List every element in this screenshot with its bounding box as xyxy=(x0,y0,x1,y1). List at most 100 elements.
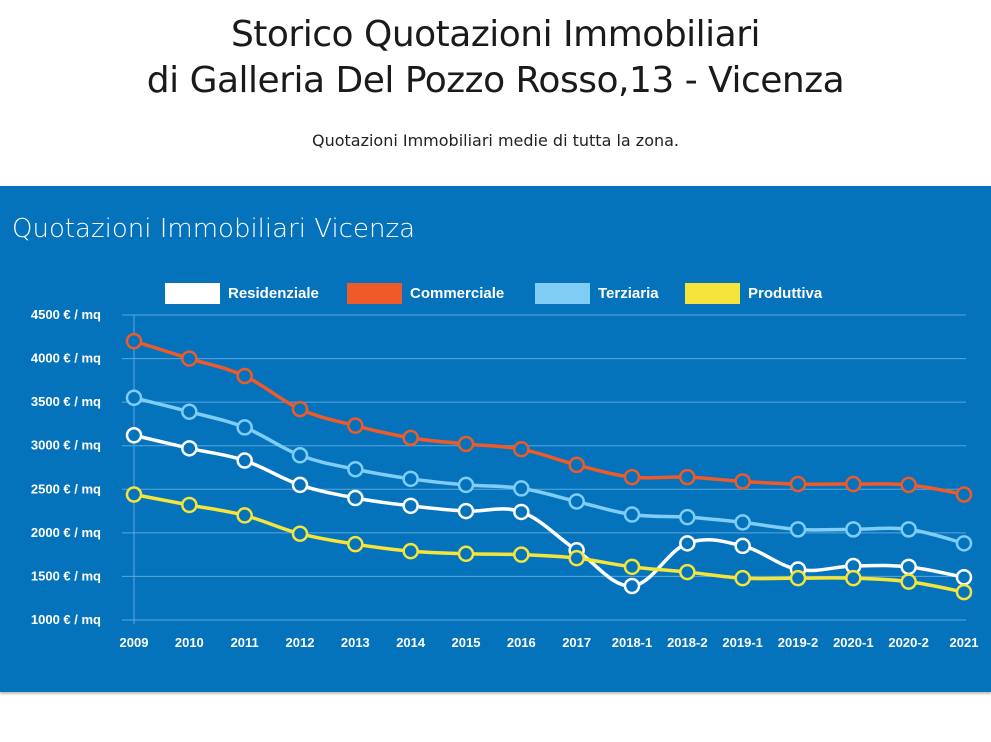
chart-panel: Quotazioni Immobiliari Vicenza 1000 € / … xyxy=(0,186,991,692)
y-axis-tick-labels: 1000 € / mq 1500 € / mq 2000 € / mq 2500 € … xyxy=(31,307,101,627)
series-commerciale xyxy=(125,332,973,503)
legend-label: Residenziale xyxy=(228,285,319,302)
data-point[interactable] xyxy=(125,427,143,444)
data-point[interactable] xyxy=(900,558,917,576)
data-point[interactable] xyxy=(457,502,475,520)
y-tick-label: 3000 € / mq xyxy=(31,438,101,453)
data-point[interactable] xyxy=(845,521,862,538)
x-tick-label: 2019-2 xyxy=(778,635,818,650)
data-point[interactable] xyxy=(457,545,475,563)
data-point[interactable] xyxy=(623,558,641,576)
legend-swatch xyxy=(685,283,740,304)
y-tick-label: 4000 € / mq xyxy=(31,351,101,366)
x-tick-label: 2016 xyxy=(507,635,536,650)
data-point[interactable] xyxy=(623,577,641,595)
x-tick-label: 2013 xyxy=(341,635,370,650)
data-point[interactable] xyxy=(347,417,364,434)
data-point[interactable] xyxy=(402,470,419,488)
data-point[interactable] xyxy=(181,496,198,514)
data-point[interactable] xyxy=(955,569,973,586)
data-point[interactable] xyxy=(789,521,807,538)
data-point[interactable] xyxy=(181,350,198,367)
data-point[interactable] xyxy=(291,476,309,494)
data-point[interactable] xyxy=(125,332,143,350)
data-point[interactable] xyxy=(347,460,364,478)
data-point[interactable] xyxy=(513,440,530,458)
data-point[interactable] xyxy=(236,452,253,469)
data-point[interactable] xyxy=(513,546,530,563)
page-title: Storico Quotazioni Immobiliari di Galler… xyxy=(0,12,991,104)
data-point[interactable] xyxy=(236,507,253,524)
data-point[interactable] xyxy=(734,569,751,587)
data-point[interactable] xyxy=(734,473,751,490)
data-point[interactable] xyxy=(679,468,696,486)
data-point[interactable] xyxy=(955,583,973,601)
y-tick-label: 4500 € / mq xyxy=(31,307,101,322)
legend-item-commerciale[interactable]: Commerciale xyxy=(347,283,504,304)
x-axis-tick-labels: 2009 2010 2011 2012 2013 2014 2015 2016 2017 2018… xyxy=(120,635,979,650)
data-point[interactable] xyxy=(347,489,364,507)
data-point[interactable] xyxy=(291,400,309,418)
legend-label: Terziaria xyxy=(598,285,659,302)
chart-title: Quotazioni Immobiliari Vicenza xyxy=(12,214,416,244)
data-point[interactable] xyxy=(679,563,696,581)
data-point[interactable] xyxy=(457,435,475,453)
series-line xyxy=(133,433,965,588)
data-point[interactable] xyxy=(291,525,309,542)
y-tick-label: 2500 € / mq xyxy=(31,481,101,496)
x-tick-label: 2011 xyxy=(231,635,259,650)
x-tick-label: 2018-2 xyxy=(667,635,707,650)
x-tick-label: 2015 xyxy=(452,635,481,650)
x-tick-label: 2018-1 xyxy=(612,635,652,650)
data-point[interactable] xyxy=(125,486,143,503)
data-point[interactable] xyxy=(457,476,475,494)
x-tick-label: 2020-1 xyxy=(833,635,873,650)
data-point[interactable] xyxy=(236,419,253,436)
data-point[interactable] xyxy=(568,456,585,474)
y-tick-label: 3500 € / mq xyxy=(31,394,101,409)
data-point[interactable] xyxy=(679,535,696,552)
data-point[interactable] xyxy=(347,535,364,553)
data-point[interactable] xyxy=(568,549,585,567)
y-tick-label: 2000 € / mq xyxy=(31,525,101,540)
data-point[interactable] xyxy=(734,537,751,555)
data-point[interactable] xyxy=(900,521,917,538)
series-terziaria xyxy=(125,389,973,552)
legend-swatch xyxy=(347,283,402,304)
data-point[interactable] xyxy=(513,480,530,497)
data-point[interactable] xyxy=(513,503,530,521)
grid-lines xyxy=(122,314,966,624)
series-residenziale xyxy=(125,427,973,595)
data-point[interactable] xyxy=(845,569,862,587)
data-point[interactable] xyxy=(955,535,973,552)
data-point[interactable] xyxy=(181,403,198,420)
legend-item-produttiva[interactable]: Produttiva xyxy=(685,283,823,304)
page-title-line-1: Storico Quotazioni Immobiliari xyxy=(230,14,761,55)
data-point[interactable] xyxy=(568,493,585,510)
data-point[interactable] xyxy=(679,508,696,526)
data-point[interactable] xyxy=(845,475,862,493)
data-point[interactable] xyxy=(623,468,641,486)
legend-swatch xyxy=(165,283,220,304)
data-point[interactable] xyxy=(236,367,253,385)
series-line xyxy=(133,339,965,497)
data-point[interactable] xyxy=(789,475,807,493)
series-line xyxy=(133,492,965,594)
data-point[interactable] xyxy=(789,569,807,587)
data-point[interactable] xyxy=(402,429,419,447)
data-point[interactable] xyxy=(402,542,419,560)
data-point[interactable] xyxy=(623,506,641,523)
legend-item-terziaria[interactable]: Terziaria xyxy=(535,283,659,304)
data-point[interactable] xyxy=(900,476,917,494)
data-point[interactable] xyxy=(734,514,751,531)
x-tick-label: 2021 xyxy=(950,635,979,650)
data-point[interactable] xyxy=(900,573,917,590)
page-title-line-2: di Galleria Del Pozzo Rosso,13 - Vicenza xyxy=(146,60,845,101)
data-point[interactable] xyxy=(181,440,198,457)
data-point[interactable] xyxy=(955,486,973,503)
data-point[interactable] xyxy=(291,447,309,464)
data-point[interactable] xyxy=(125,389,143,407)
legend-item-residenziale[interactable]: Residenziale xyxy=(165,283,319,304)
series-line xyxy=(133,396,965,546)
data-point[interactable] xyxy=(402,497,419,515)
